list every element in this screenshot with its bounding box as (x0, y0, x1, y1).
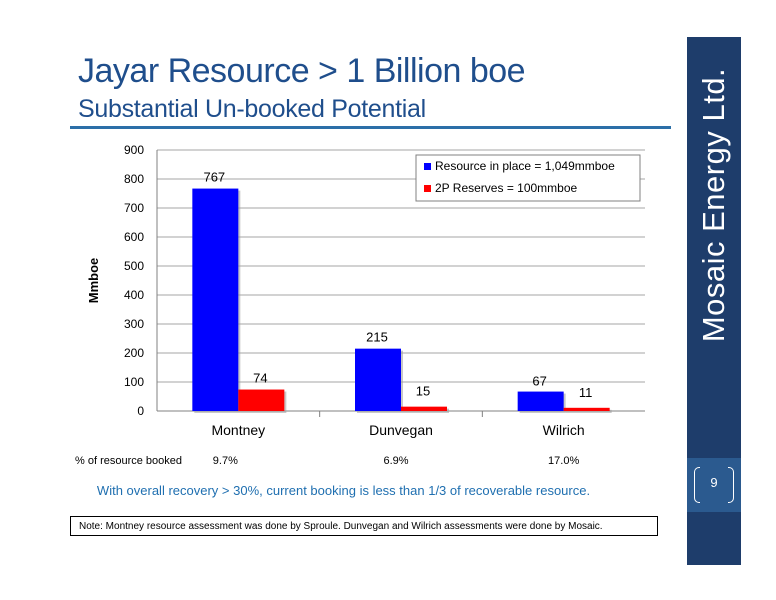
y-tick-label: 600 (124, 230, 144, 244)
data-label: 11 (579, 385, 593, 400)
left-brace-icon (694, 467, 700, 503)
bar (563, 407, 610, 411)
recovery-statement: With overall recovery > 30%, current boo… (96, 483, 591, 498)
x-tick-label: Wilrich (543, 422, 585, 438)
data-label: 215 (366, 330, 388, 345)
data-label: 74 (253, 371, 267, 386)
data-label: 67 (532, 374, 546, 389)
legend-entry: 2P Reserves = 100mmboe (435, 181, 578, 195)
y-tick-label: 200 (124, 346, 144, 360)
y-tick-label: 900 (124, 143, 144, 157)
bar (517, 391, 564, 411)
page-subtitle: Substantial Un-booked Potential (78, 95, 426, 123)
y-tick-label: 100 (124, 375, 144, 389)
y-tick-label: 400 (124, 288, 144, 302)
y-tick-label: 800 (124, 172, 144, 186)
page-number-box: 9 (687, 458, 741, 512)
page-number: 9 (710, 475, 718, 490)
legend-box (415, 154, 641, 202)
brand-name: Mosaic Energy Ltd. (696, 67, 731, 343)
resource-bar-chart: 0 100 200 300 400 500 600 700 800 900 Mmboe Montney… (86, 143, 645, 438)
footnote: Note: Montney resource assessment was do… (70, 516, 658, 536)
right-brace-icon (728, 467, 734, 503)
booked-percent: 9.7% (212, 455, 238, 467)
legend-swatch (424, 185, 431, 192)
x-tick-label: Montney (211, 422, 265, 438)
data-label: 15 (416, 384, 430, 399)
bar-shadow (565, 409, 612, 413)
x-tick-label: Dunvegan (369, 422, 433, 438)
booked-row-label: % of resource booked (75, 455, 183, 467)
title-divider (70, 126, 671, 129)
page-title: Jayar Resource > 1 Billion boe (78, 52, 526, 90)
y-tick-label: 300 (124, 317, 144, 331)
bar (355, 348, 401, 411)
data-label: 767 (203, 170, 225, 185)
bar (401, 406, 447, 411)
y-tick-label: 0 (137, 404, 144, 418)
y-tick-label: 500 (124, 259, 144, 273)
booked-percent: 17.0% (548, 455, 580, 467)
legend-entry: Resource in place = 1,049mmboe (435, 159, 615, 173)
y-axis-label: Mmboe (86, 258, 101, 304)
legend-swatch (424, 163, 431, 170)
booked-percent: 6.9% (383, 455, 409, 467)
bar (192, 188, 239, 411)
y-tick-label: 700 (124, 201, 144, 215)
bar (238, 389, 285, 411)
